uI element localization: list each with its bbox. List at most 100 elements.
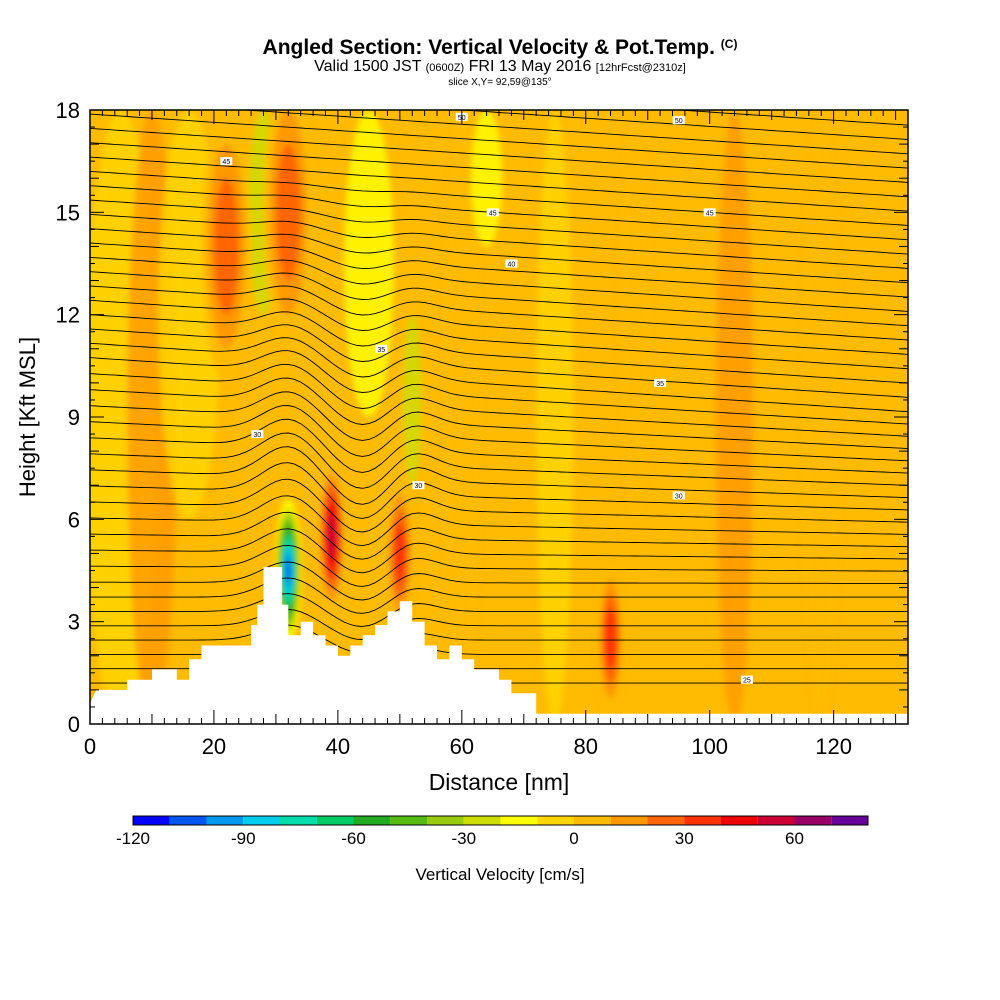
colorbar-swatch bbox=[537, 816, 574, 825]
colorbar-swatch bbox=[757, 816, 795, 825]
isentrope bbox=[90, 285, 908, 341]
colorbar-swatch bbox=[463, 816, 501, 825]
contour-label-bg bbox=[672, 491, 685, 500]
contour-label: 45 bbox=[489, 210, 497, 217]
isentrope bbox=[90, 544, 908, 587]
contour-label: 30 bbox=[675, 493, 683, 500]
colorbar-swatch bbox=[390, 816, 427, 825]
contour-label-bg bbox=[505, 259, 518, 268]
colorbar-swatch bbox=[721, 816, 758, 825]
colorbar-swatch bbox=[353, 816, 391, 825]
isentrope bbox=[90, 391, 908, 450]
chart-title: Angled Section: Vertical Velocity & Pot.… bbox=[262, 36, 738, 59]
x-tick-label: 60 bbox=[450, 734, 474, 759]
contour-label: 30 bbox=[253, 432, 261, 439]
isentrope bbox=[90, 561, 908, 601]
contour-labels: 303030353540454545505025 bbox=[220, 112, 753, 685]
contour-label: 35 bbox=[656, 381, 664, 388]
colorbar-swatch bbox=[574, 816, 611, 825]
contour-label: 45 bbox=[222, 159, 230, 166]
colorbar-swatch bbox=[794, 816, 832, 825]
velocity-feature bbox=[286, 557, 291, 584]
y-axis-label: Height [Kft MSL] bbox=[15, 337, 40, 497]
y-tick-label: 0 bbox=[68, 712, 80, 737]
colorbar-swatch bbox=[133, 816, 170, 825]
field-streak bbox=[619, 110, 651, 520]
isentrope bbox=[90, 478, 908, 533]
colorbar-swatch bbox=[169, 816, 207, 825]
isentrope bbox=[90, 608, 908, 640]
x-axis: 0 20 40 60 80 100 120 bbox=[84, 110, 909, 759]
colorbar-label: Vertical Velocity [cm/s] bbox=[415, 865, 584, 884]
title-mark: (C) bbox=[720, 37, 738, 51]
isentrope bbox=[90, 256, 908, 312]
isentrope bbox=[90, 377, 908, 437]
contour-label-bg bbox=[672, 116, 685, 125]
x-tick-label: 80 bbox=[574, 734, 598, 759]
y-tick-label: 12 bbox=[56, 303, 80, 328]
isentrope bbox=[90, 350, 908, 413]
contour-label-bg bbox=[703, 208, 716, 217]
x-tick-label: 20 bbox=[202, 734, 226, 759]
contour-label-bg bbox=[220, 157, 233, 166]
isentrope bbox=[90, 418, 908, 474]
colorbar-swatch bbox=[206, 816, 244, 825]
isentrope bbox=[90, 185, 908, 241]
field-streak bbox=[402, 314, 422, 486]
valid-fcst: [12hrFcst@2310z] bbox=[595, 62, 686, 74]
velocity-feature bbox=[327, 514, 336, 558]
isentrope bbox=[90, 462, 908, 519]
field-streak bbox=[802, 110, 840, 724]
field-streak bbox=[344, 110, 394, 417]
isentrope bbox=[90, 528, 908, 574]
y-tick-label: 18 bbox=[56, 98, 80, 123]
isentrope bbox=[90, 298, 908, 355]
contour-label: 30 bbox=[415, 483, 423, 490]
x-tick-label: 40 bbox=[326, 734, 350, 759]
isentrope bbox=[90, 624, 908, 654]
isentrope bbox=[90, 271, 908, 327]
terrain bbox=[90, 567, 908, 724]
contour-label: 35 bbox=[377, 347, 385, 354]
isentrope bbox=[90, 405, 908, 462]
valid-zulu: (0600Z) bbox=[425, 62, 465, 74]
chart-subtitle: Valid 1500 JST (0600Z) FRI 13 May 2016 [… bbox=[314, 58, 686, 75]
isentrope bbox=[90, 170, 908, 226]
isentrope bbox=[90, 213, 908, 269]
isentrope bbox=[237, 110, 908, 155]
velocity-feature bbox=[213, 178, 239, 315]
colorbar-swatch bbox=[647, 816, 685, 825]
contour-label-bg bbox=[251, 430, 264, 439]
isentrope bbox=[90, 142, 908, 198]
colorbar-tick-label: 60 bbox=[785, 829, 804, 848]
isentrope bbox=[90, 311, 908, 370]
colorbar-tick-label: 30 bbox=[675, 829, 694, 848]
isentrope bbox=[90, 432, 908, 489]
colorbar-swatch bbox=[280, 816, 317, 825]
colorbar-tick-label: -60 bbox=[341, 829, 366, 848]
y-tick-label: 6 bbox=[68, 507, 80, 532]
contour-label: 25 bbox=[743, 678, 751, 685]
x-tick-label: 120 bbox=[815, 734, 852, 759]
terrain-mask bbox=[90, 567, 908, 724]
velocity-feature bbox=[605, 608, 616, 669]
velocity-feature bbox=[394, 523, 406, 584]
velocity-field bbox=[90, 110, 908, 724]
colorbar-swatch bbox=[316, 816, 354, 825]
slice-label: slice X,Y= 92,59@135° bbox=[448, 77, 552, 88]
x-axis-label: Distance [nm] bbox=[429, 769, 570, 795]
contour-label: 40 bbox=[507, 262, 515, 269]
contour-label-bg bbox=[654, 378, 667, 387]
isentrope bbox=[90, 577, 908, 614]
field-streak bbox=[715, 110, 754, 724]
y-tick-label: 3 bbox=[68, 610, 80, 635]
contour-label: 50 bbox=[675, 118, 683, 125]
colorbar-tick-label: -30 bbox=[451, 829, 476, 848]
isentrope bbox=[90, 593, 908, 627]
colorbar-swatch bbox=[831, 816, 868, 825]
colorbar-tick-label: 0 bbox=[569, 829, 578, 848]
isentrope bbox=[90, 113, 908, 169]
x-tick-label: 100 bbox=[691, 734, 728, 759]
isentrope bbox=[90, 446, 908, 505]
